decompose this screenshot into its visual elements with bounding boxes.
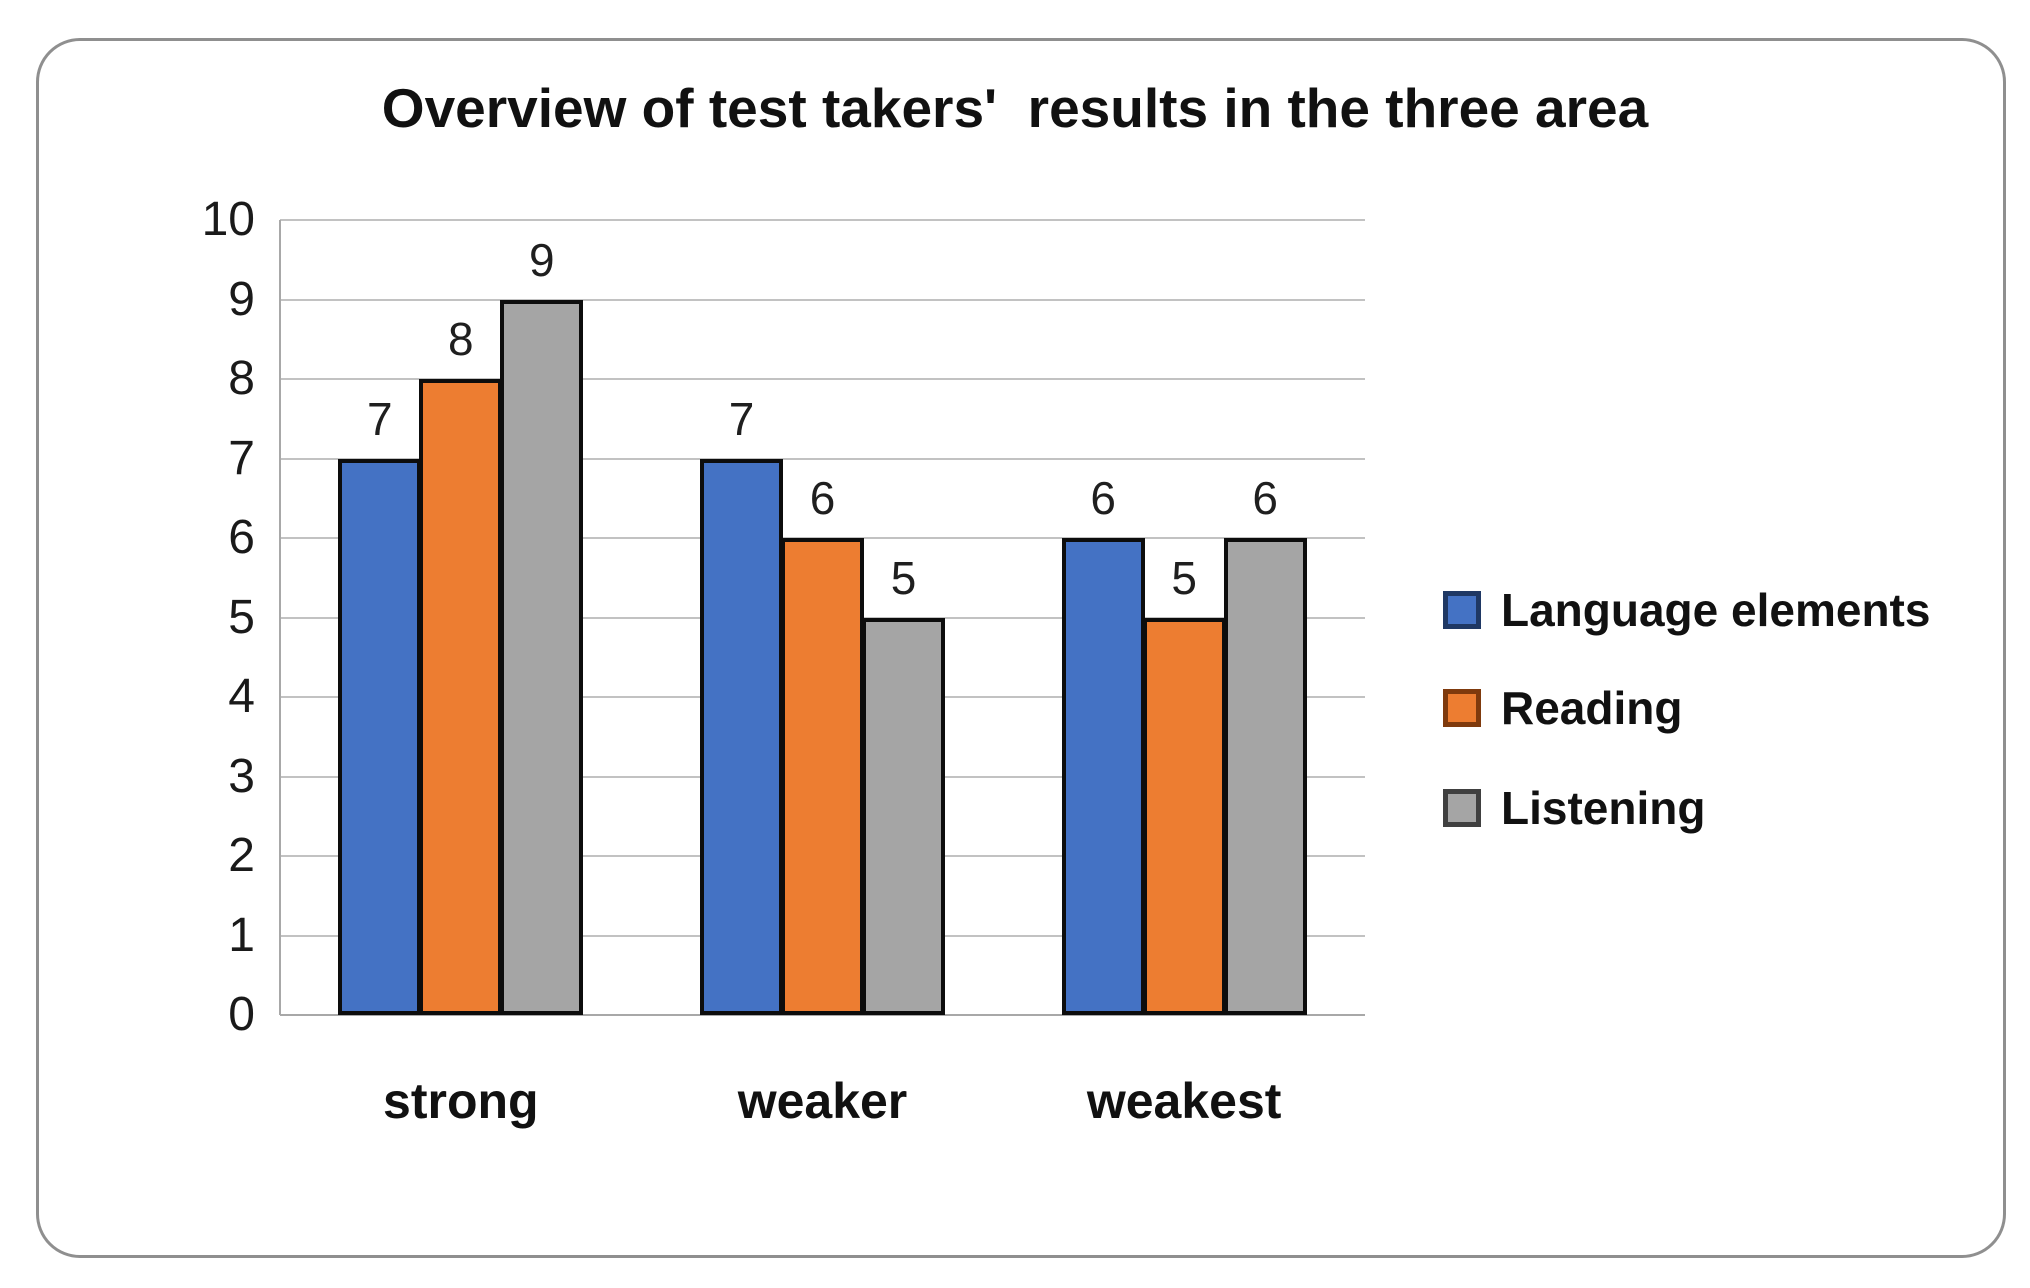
gridline-10 bbox=[280, 219, 1365, 221]
y-axis-line bbox=[279, 220, 281, 1015]
bar-weakest-listening bbox=[1223, 538, 1307, 1015]
gridline-8 bbox=[280, 378, 1365, 380]
y-tick-label-8: 8 bbox=[228, 352, 255, 405]
legend-item-reading: Reading bbox=[1443, 682, 1683, 734]
bar-value-label-weakest-language-elements: 6 bbox=[1090, 472, 1116, 524]
gridline-0 bbox=[280, 1014, 1365, 1016]
bar-value-label-strong-reading: 8 bbox=[448, 313, 474, 365]
y-tick-label-5: 5 bbox=[228, 590, 255, 644]
bar-value-label-weakest-listening: 6 bbox=[1252, 472, 1278, 524]
x-category-label-weaker: weaker bbox=[737, 1073, 908, 1129]
bar-weakest-language-elements bbox=[1061, 538, 1145, 1015]
legend-item-language-elements: Language elements bbox=[1443, 584, 1931, 636]
bar-weaker-language-elements bbox=[700, 458, 783, 1015]
bar-weaker-listening bbox=[862, 617, 945, 1015]
legend-swatch-listening bbox=[1443, 789, 1481, 827]
gridline-7 bbox=[280, 457, 1365, 460]
y-tick-label-1: 1 bbox=[228, 908, 255, 962]
y-tick-label-7: 7 bbox=[228, 431, 255, 485]
y-tick-label-2: 2 bbox=[228, 829, 255, 882]
y-tick-label-9: 9 bbox=[228, 272, 255, 326]
bar-strong-listening bbox=[500, 299, 584, 1015]
gridline-9 bbox=[280, 298, 1365, 301]
y-tick-label-4: 4 bbox=[228, 670, 255, 723]
x-category-label-weakest: weakest bbox=[1086, 1073, 1282, 1129]
y-tick-label-0: 0 bbox=[228, 988, 255, 1041]
legend-label-language-elements: Language elements bbox=[1501, 584, 1931, 636]
bar-strong-language-elements bbox=[338, 458, 422, 1015]
bar-weakest-reading bbox=[1142, 617, 1226, 1015]
bar-value-label-strong-listening: 9 bbox=[529, 233, 555, 286]
legend-label-listening: Listening bbox=[1501, 782, 1706, 834]
bar-strong-reading bbox=[419, 379, 503, 1015]
bar-value-label-weaker-listening: 5 bbox=[890, 551, 917, 604]
y-tick-label-10: 10 bbox=[201, 193, 255, 246]
y-tick-label-3: 3 bbox=[228, 749, 255, 803]
legend-label-reading: Reading bbox=[1501, 682, 1683, 734]
bar-weaker-reading bbox=[781, 538, 864, 1015]
x-category-label-strong: strong bbox=[383, 1073, 539, 1129]
bar-value-label-weaker-reading: 6 bbox=[809, 472, 836, 524]
legend-item-listening: Listening bbox=[1443, 782, 1706, 834]
bar-value-label-weakest-reading: 5 bbox=[1171, 551, 1197, 604]
y-tick-label-6: 6 bbox=[228, 511, 255, 564]
bar-value-label-strong-language-elements: 7 bbox=[367, 392, 393, 445]
legend-swatch-language-elements bbox=[1443, 591, 1481, 629]
legend-swatch-reading bbox=[1443, 689, 1481, 727]
chart-title: Overview of test takers' results in the … bbox=[381, 77, 1649, 139]
bar-value-label-weaker-language-elements: 7 bbox=[728, 392, 755, 445]
